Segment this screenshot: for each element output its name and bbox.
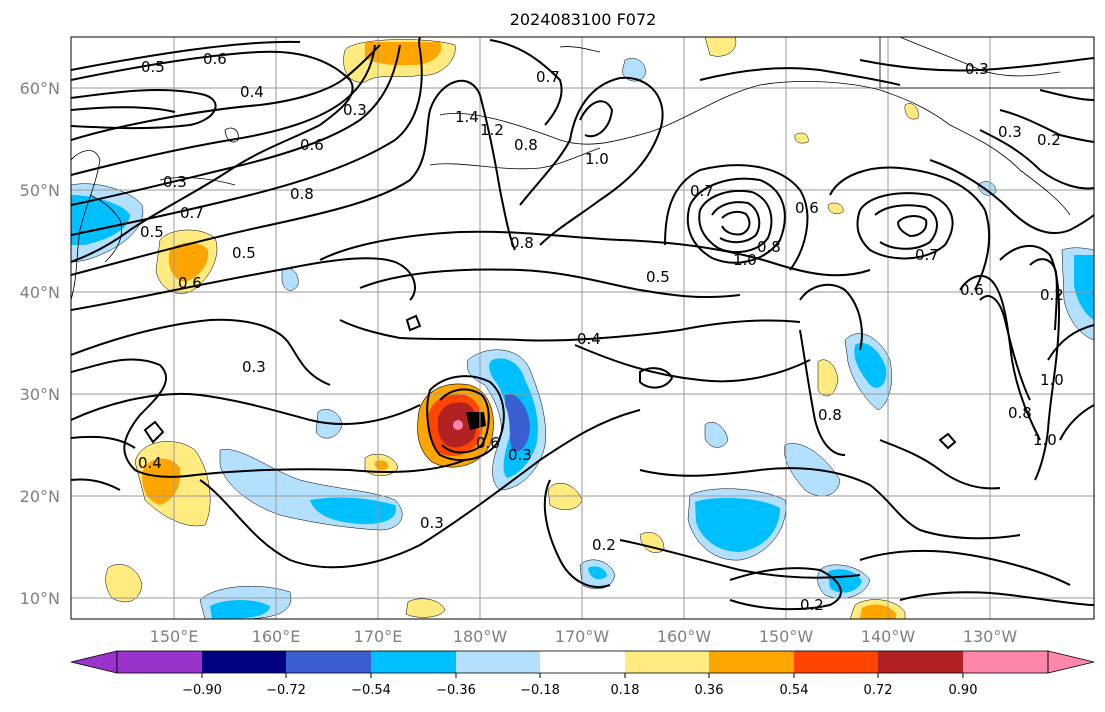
- colorbar-tick-label: 0.54: [780, 683, 809, 698]
- contour-label: 0.7: [536, 68, 560, 86]
- lon-label-170e: 170°E: [354, 627, 403, 646]
- latitude-labels: 60°N 50°N 40°N 30°N 20°N 10°N: [20, 79, 60, 608]
- lon-label-170w: 170°W: [555, 627, 610, 646]
- colorbar-segment: [625, 651, 709, 673]
- lat-label-10n: 10°N: [20, 589, 60, 608]
- lat-label-40n: 40°N: [20, 283, 60, 302]
- contour-label: 0.6: [203, 50, 227, 68]
- coastlines: [71, 37, 1094, 301]
- contour-label: 0.2: [592, 536, 616, 554]
- map-area: 0.6 0.5 0.4 0.3 0.6 0.3 0.5 0.7 0.8 0.5 …: [71, 37, 1094, 619]
- lat-label-60n: 60°N: [20, 79, 60, 98]
- lon-label-150w: 150°W: [759, 627, 814, 646]
- contour-label: 0.8: [818, 406, 842, 424]
- contour-label: 0.4: [138, 454, 162, 472]
- contour-label: 0.8: [514, 136, 538, 154]
- contours: [71, 37, 1094, 611]
- contour-label: 1.0: [733, 251, 757, 269]
- colorbar-segment: [963, 651, 1048, 673]
- colorbar-segment: [117, 651, 202, 673]
- colorbar-tick-label: −0.90: [182, 683, 222, 698]
- colorbar-segment: [202, 651, 286, 673]
- lat-label-30n: 30°N: [20, 385, 60, 404]
- contour-label: 0.7: [180, 204, 204, 222]
- contour-label: 0.3: [163, 173, 187, 191]
- colorbar-segment: [371, 651, 456, 673]
- contour-label: 0.3: [242, 358, 266, 376]
- contour-label: 0.5: [140, 223, 164, 241]
- colorbar-tick-label: 0.36: [695, 683, 724, 698]
- contour-label: 0.6: [795, 199, 819, 217]
- contour-label: 0.8: [757, 238, 781, 256]
- contour-label: 0.6: [476, 434, 500, 452]
- colorbar-tick-label: −0.54: [351, 683, 391, 698]
- contour-label: 0.5: [646, 268, 670, 286]
- colorbar-min-extend: [70, 650, 118, 674]
- contour-label: 1.4: [455, 108, 479, 126]
- contour-label: 0.2: [800, 596, 824, 614]
- longitude-labels: 150°E 160°E 170°E 180°W 170°W 160°W 150°…: [150, 627, 1018, 646]
- contour-label: 0.2: [1037, 131, 1061, 149]
- contour-label: 0.4: [577, 330, 601, 348]
- lon-label-180w: 180°W: [453, 627, 508, 646]
- contour-label: 0.7: [690, 182, 714, 200]
- map-title: 2024083100 F072: [510, 10, 657, 29]
- contour-label: 0.6: [960, 281, 984, 299]
- contour-label: 0.3: [508, 446, 532, 464]
- colorbar-segment: [878, 651, 963, 673]
- colorbar-tick-label: −0.18: [520, 683, 560, 698]
- colorbar-segment: [540, 651, 625, 673]
- contour-label: 0.7: [915, 246, 939, 264]
- contour-label: 0.6: [178, 274, 202, 292]
- contour-labels: 0.6 0.5 0.4 0.3 0.6 0.3 0.5 0.7 0.8 0.5 …: [138, 50, 1064, 614]
- lon-label-160e: 160°E: [252, 627, 301, 646]
- colorbar-tick-label: −0.72: [266, 683, 306, 698]
- plot-frame: [70, 36, 1095, 620]
- contour-label: 0.8: [510, 234, 534, 252]
- contour-label: 1.0: [585, 150, 609, 168]
- contour-label: 1.0: [1040, 371, 1064, 389]
- colorbar-tick-label: 0.90: [949, 683, 978, 698]
- contour-label: 0.5: [141, 58, 165, 76]
- contour-label: 0.3: [998, 123, 1022, 141]
- colorbar-tick-label: 0.18: [611, 683, 640, 698]
- colorbar-segment: [456, 651, 540, 673]
- contour-label: 0.3: [420, 514, 444, 532]
- lon-label-160w: 160°W: [657, 627, 712, 646]
- contour-label: 1.0: [1033, 431, 1057, 449]
- contour-label: 0.3: [965, 60, 989, 78]
- lat-label-20n: 20°N: [20, 487, 60, 506]
- colorbar-tick-label: 0.72: [864, 683, 893, 698]
- contour-label: 0.8: [1008, 404, 1032, 422]
- contour-label: 0.6: [300, 136, 324, 154]
- contour-label: 1.2: [480, 121, 504, 139]
- lon-label-130w: 130°W: [963, 627, 1018, 646]
- colorbar-segment: [286, 651, 371, 673]
- contour-label: 0.4: [240, 83, 264, 101]
- lon-label-150e: 150°E: [150, 627, 199, 646]
- colorbar: −0.90 −0.72 −0.54 −0.36 −0.18 0.18 0.36 …: [70, 650, 1095, 698]
- colorbar-max-extend: [1047, 650, 1095, 674]
- colorbar-segment: [709, 651, 794, 673]
- contour-label: 0.5: [232, 244, 256, 262]
- colorbar-segment: [794, 651, 878, 673]
- lon-label-140w: 140°W: [861, 627, 916, 646]
- colorbar-tick-label: −0.36: [436, 683, 476, 698]
- lat-label-50n: 50°N: [20, 181, 60, 200]
- contour-label: 0.2: [1040, 286, 1064, 304]
- contour-label: 0.8: [290, 185, 314, 203]
- contour-label: 0.3: [343, 101, 367, 119]
